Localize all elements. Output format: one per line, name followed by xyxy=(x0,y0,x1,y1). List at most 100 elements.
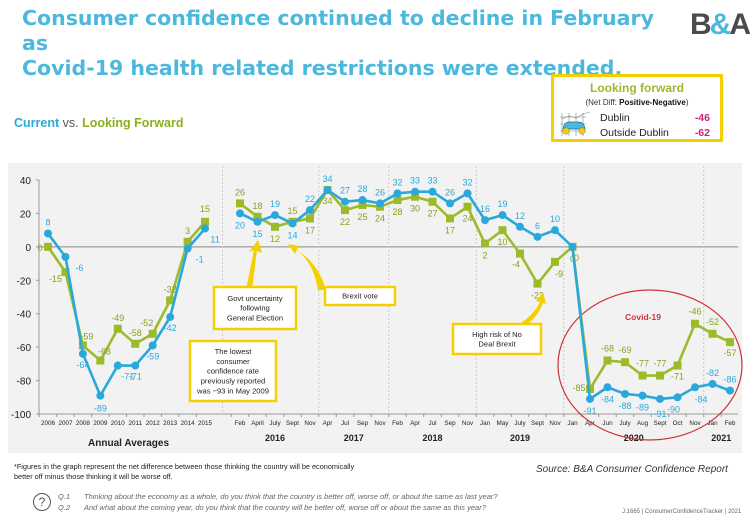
net-diff-subtitle: (Net Diff: Positive-Negative) xyxy=(554,98,720,107)
brexit-callout-box xyxy=(323,285,397,307)
looking-forward-data-label: 17 xyxy=(305,225,315,235)
current-data-label: -89 xyxy=(636,403,649,413)
current-data-label: -84 xyxy=(694,394,707,404)
looking-forward-data-label: -59 xyxy=(80,331,93,341)
x-tick-label: Feb xyxy=(392,420,403,427)
current-point xyxy=(253,217,262,226)
x-tick-label: Sep xyxy=(357,420,369,427)
year-group-label: 2016 xyxy=(265,433,285,443)
looking-forward-point xyxy=(358,201,367,210)
looking-forward-point xyxy=(201,217,210,226)
current-data-label: 32 xyxy=(392,177,402,187)
looking-forward-data-label: 0 xyxy=(37,243,42,253)
looking-forward-data-label: -77 xyxy=(636,359,649,369)
x-tick-label: 2009 xyxy=(93,420,108,427)
current-point xyxy=(201,224,210,233)
current-point xyxy=(44,229,52,238)
looking-forward-data-label: -32 xyxy=(164,284,177,294)
current-data-label: -91 xyxy=(583,406,596,416)
looking-forward-data-label: 12 xyxy=(270,234,280,244)
current-data-label: 28 xyxy=(357,184,367,194)
x-tick-label: 2007 xyxy=(58,420,73,427)
looking-forward-point xyxy=(621,358,629,367)
govt-arrow-icon xyxy=(246,240,262,290)
current-data-label: -86 xyxy=(723,375,736,385)
current-point xyxy=(236,209,244,218)
current-point xyxy=(516,222,524,231)
current-point xyxy=(621,389,629,398)
x-tick-label: Apr xyxy=(323,420,333,427)
current-point xyxy=(568,242,577,251)
looking-forward-data-label: -52 xyxy=(706,317,719,327)
current-data-label: 14 xyxy=(287,230,297,240)
looking-forward-data-label: 24 xyxy=(462,214,472,224)
current-data-label: 22 xyxy=(305,194,315,204)
current-data-label: -82 xyxy=(706,368,719,378)
lowest-callout-text: The lowest xyxy=(215,347,253,356)
current-data-label: 0 xyxy=(570,254,575,264)
x-tick-label: Sept xyxy=(286,420,299,427)
current-data-label: -59 xyxy=(146,351,159,361)
govt-callout-text: following xyxy=(240,304,270,313)
lowest-callout-text: was −93 in May 2009 xyxy=(196,386,269,395)
looking-forward-point xyxy=(183,237,192,246)
y-tick-label: -80 xyxy=(17,377,32,388)
source-note: Source: B&A Consumer Confidence Report xyxy=(536,464,728,475)
x-tick-label: Jan xyxy=(707,420,718,427)
current-point xyxy=(498,211,507,220)
govt-callout-text: Govt uncertainty xyxy=(227,294,282,303)
current-data-label: -71 xyxy=(121,372,134,382)
y-tick-label: -60 xyxy=(17,343,32,354)
question-text: Thinking about the economy as a whole, d… xyxy=(84,492,498,501)
current-data-label: 32 xyxy=(462,177,472,187)
x-tick-label: Jan xyxy=(567,420,578,427)
current-data-label: 11 xyxy=(210,234,219,244)
x-tick-label: Jul xyxy=(341,420,349,427)
x-tick-label: Nov xyxy=(304,420,316,427)
question-number: Q.2 xyxy=(58,503,71,512)
legend-row-label: Dublin xyxy=(600,112,630,124)
x-tick-label: Apr xyxy=(585,420,595,427)
looking-forward-point xyxy=(603,356,612,365)
looking-forward-point xyxy=(708,329,717,338)
looking-forward-point xyxy=(44,242,52,251)
x-tick-label: 2008 xyxy=(76,420,91,427)
current-point xyxy=(691,383,699,392)
looking-forward-data-label: -85 xyxy=(572,383,585,393)
current-data-label: -1 xyxy=(196,255,204,265)
looking-forward-data-label: 22 xyxy=(340,217,350,227)
looking-forward-point xyxy=(148,329,157,338)
current-point xyxy=(428,187,437,196)
net-diff-prefix: (Net Diff: xyxy=(585,98,620,107)
looking-forward-data-label: -22 xyxy=(531,291,544,301)
current-point xyxy=(603,383,612,392)
x-tick-label: 2015 xyxy=(198,420,213,427)
net-diff-bold: Positive-Negative xyxy=(619,98,686,107)
x-tick-label: Sep xyxy=(444,420,456,427)
current-data-label: -42 xyxy=(164,323,177,333)
looking-forward-point xyxy=(253,212,262,221)
looking-forward-point xyxy=(96,356,105,365)
govt-callout-text: General Election xyxy=(227,313,283,322)
looking-forward-data-label: 24 xyxy=(375,214,385,224)
looking-forward-data-label: 3 xyxy=(185,226,190,236)
current-data-label: 19 xyxy=(497,199,507,209)
current-point xyxy=(411,187,419,196)
title-line-1: Consumer confidence continued to decline… xyxy=(22,6,654,55)
current-data-label: 15 xyxy=(252,229,262,239)
car-icon xyxy=(560,111,591,136)
current-data-label: 33 xyxy=(410,176,420,186)
looking-forward-data-label: 34 xyxy=(322,196,332,206)
current-data-label: -84 xyxy=(601,394,614,404)
looking-forward-point xyxy=(113,324,122,333)
looking-forward-data-label: 18 xyxy=(252,201,262,211)
current-point xyxy=(586,394,594,403)
looking-forward-point xyxy=(533,279,542,288)
current-point xyxy=(358,196,367,205)
current-data-label: -64 xyxy=(76,360,89,370)
current-data-label: 12 xyxy=(515,211,525,221)
current-point xyxy=(78,349,87,358)
x-tick-label: Apr xyxy=(410,420,420,427)
current-point xyxy=(306,206,314,215)
x-tick-label: Nov xyxy=(549,420,561,427)
